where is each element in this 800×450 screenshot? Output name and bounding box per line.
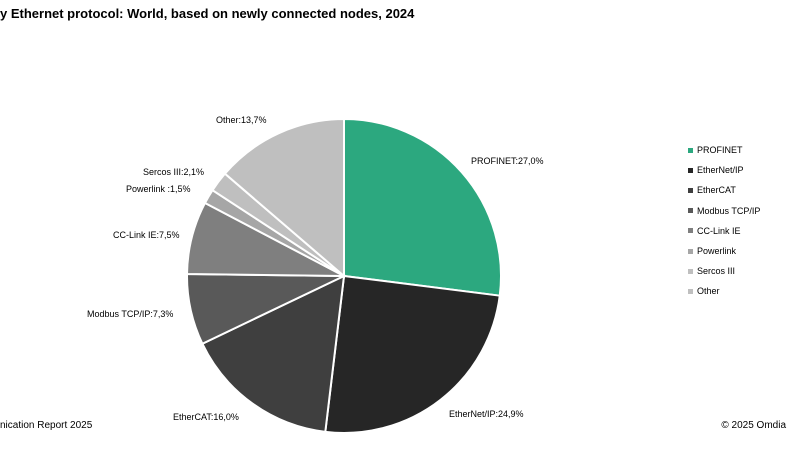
legend-label: Modbus TCP/IP <box>697 205 761 216</box>
data-label: PROFINET:27,0% <box>471 156 544 166</box>
legend-label: Powerlink <box>697 246 737 257</box>
legend-item: EtherNet/IP <box>688 160 760 180</box>
data-label: Sercos III:2,1% <box>143 167 204 177</box>
data-label: Modbus TCP/IP:7,3% <box>87 309 173 319</box>
legend-label: Other <box>697 286 720 297</box>
data-label: Powerlink :1,5% <box>126 184 191 194</box>
data-label: EtherCAT:16,0% <box>173 412 239 422</box>
legend-item: CC-Link IE <box>688 221 760 241</box>
data-label: CC-Link IE:7,5% <box>113 230 180 240</box>
pie-data-labels: PROFINET:27,0% EtherNet/IP:24,9% EtherCAT:… <box>87 115 544 422</box>
legend-label: EtherNet/IP <box>697 165 744 176</box>
legend-swatch <box>688 147 693 153</box>
legend-item: EtherCAT <box>688 180 760 200</box>
data-label: Other:13,7% <box>216 115 267 125</box>
chart-title: y Ethernet protocol: World, based on new… <box>0 6 415 21</box>
chart-legend: PROFINET EtherNet/IP EtherCAT Modbus TCP/IP… <box>688 140 760 302</box>
legend-item: PROFINET <box>688 140 760 160</box>
legend-swatch <box>688 268 693 274</box>
pie-slice-ethercat <box>201 274 346 433</box>
pie-slice-ethernet-ip <box>324 274 501 434</box>
legend-swatch <box>688 228 693 234</box>
source-note: nication Report 2025 <box>0 420 93 431</box>
legend-item: Powerlink <box>688 241 760 261</box>
copyright-note: © 2025 Omdia <box>721 420 786 431</box>
data-label: EtherNet/IP:24,9% <box>449 409 524 419</box>
legend-label: CC-Link IE <box>697 225 741 236</box>
legend-label: Sercos III <box>697 266 736 277</box>
legend-item: Other <box>688 281 760 301</box>
legend-item: Sercos III <box>688 261 760 281</box>
legend-swatch <box>688 187 693 193</box>
legend-swatch <box>688 167 693 173</box>
pie-slice-profinet <box>343 117 502 297</box>
legend-swatch <box>688 208 693 214</box>
legend-label: EtherCAT <box>697 185 736 196</box>
legend-swatch <box>688 248 693 254</box>
legend-swatch <box>688 288 693 294</box>
legend-item: Modbus TCP/IP <box>688 201 760 221</box>
pie-slice-other <box>223 117 345 279</box>
legend-label: PROFINET <box>697 145 743 156</box>
pie-slices <box>185 117 502 434</box>
